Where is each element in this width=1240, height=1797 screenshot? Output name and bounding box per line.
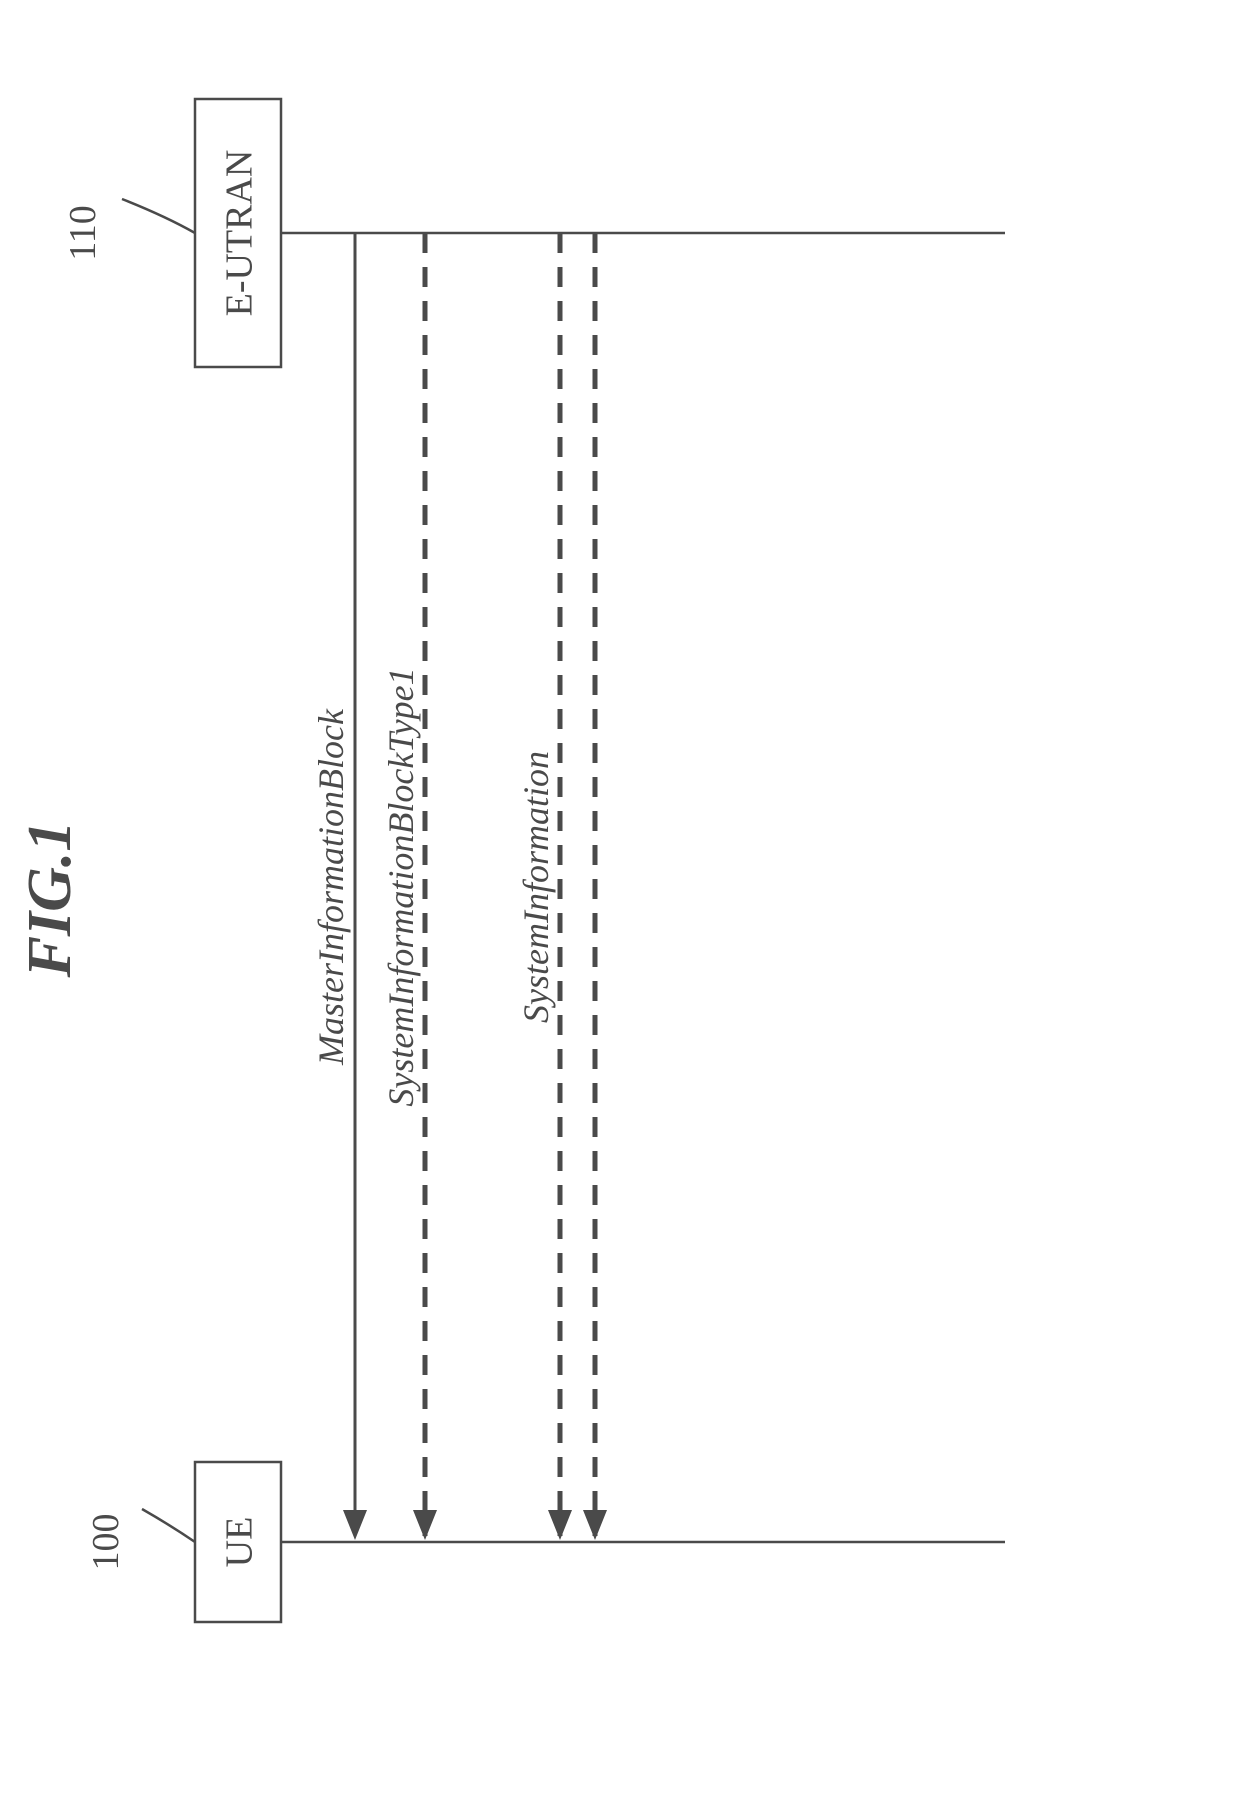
ue-label: UE	[218, 1517, 260, 1568]
eutran-label: E-UTRAN	[218, 150, 260, 317]
message-label-si1: SystemInformation	[516, 751, 556, 1023]
sequence-diagram: FIG.1 UE 100 E-UTRAN 110 MasterInformationB…	[0, 0, 1240, 1797]
figure-title: FIG.1	[16, 821, 84, 979]
messages-g: MasterInformationBlock SystemInformationB…	[311, 233, 595, 1536]
message-label-sib1: SystemInformationBlockType1	[381, 667, 421, 1106]
message-label-mib: MasterInformationBlock	[311, 708, 351, 1066]
figure-title-g: FIG.1	[16, 821, 84, 979]
diagram-rotated-container: FIG.1 UE 100 E-UTRAN 110 MasterInformationB…	[0, 0, 1240, 1797]
eutran-ref-lead	[122, 199, 195, 233]
ue-ref-lead	[142, 1509, 195, 1542]
nodes-g: UE 100 E-UTRAN 110	[62, 99, 281, 1622]
eutran-ref-number: 110	[62, 205, 104, 261]
ue-ref-number: 100	[85, 1514, 127, 1571]
